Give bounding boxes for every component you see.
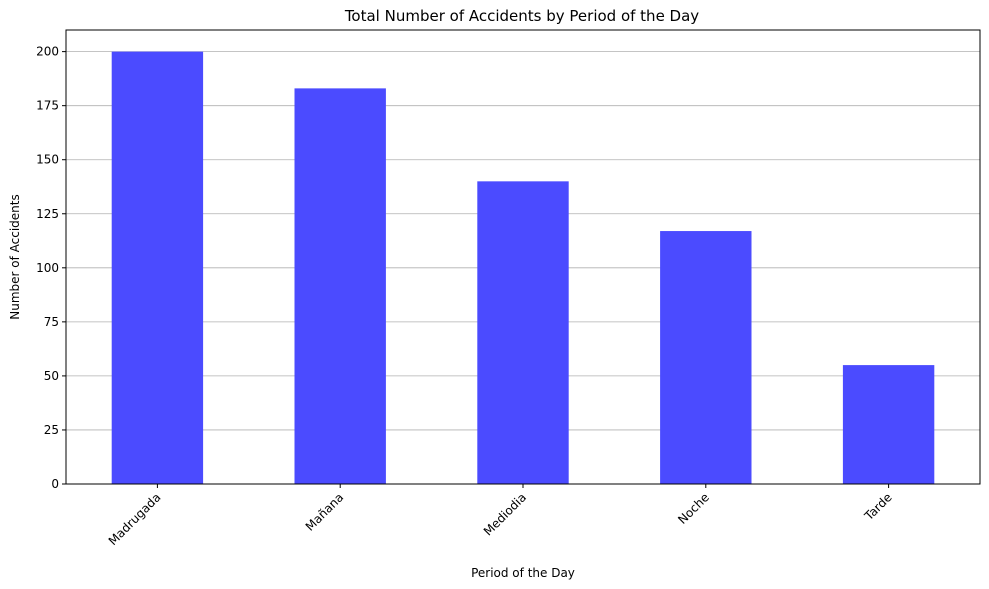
bar (111, 51, 204, 484)
y-tick-label: 100 (36, 261, 59, 275)
bar (660, 231, 752, 484)
y-tick-label: 50 (44, 369, 59, 383)
chart-title: Total Number of Accidents by Period of t… (344, 7, 699, 25)
x-tick-label: Noche (675, 490, 712, 527)
bar (294, 88, 386, 484)
y-tick-label: 175 (36, 99, 59, 113)
x-tick-label: Mediodia (481, 490, 529, 538)
x-tick-label: Madrugada (106, 490, 164, 548)
y-tick-label: 25 (44, 423, 59, 437)
bar (842, 365, 935, 484)
y-tick-label: 0 (51, 477, 59, 491)
x-axis-ticks: Madrugada Mañana Mediodia Noche Tarde (106, 484, 895, 548)
bar (477, 181, 569, 485)
y-tick-label: 75 (44, 315, 59, 329)
y-tick-label: 125 (36, 207, 59, 221)
x-tick-label: Tarde (861, 490, 895, 524)
y-axis-ticks: 0 25 50 75 100 125 150 175 200 (36, 45, 66, 491)
y-tick-label: 200 (36, 45, 59, 59)
bars (111, 51, 935, 485)
x-tick-label: Mañana (303, 490, 347, 534)
y-tick-label: 150 (36, 153, 59, 167)
x-axis-label: Period of the Day (471, 566, 575, 580)
y-axis-label: Number of Accidents (8, 194, 22, 320)
